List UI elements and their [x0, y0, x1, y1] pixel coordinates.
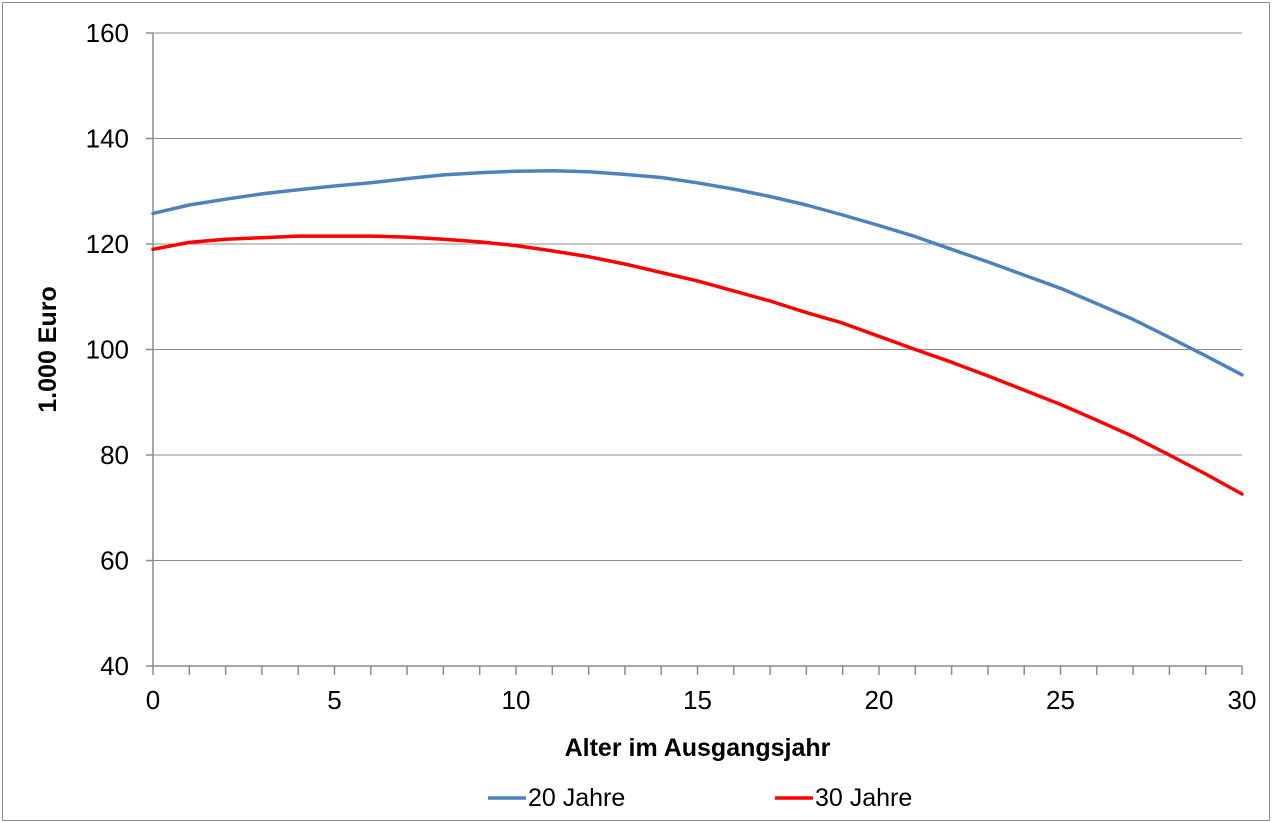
x-tick-label: 20 — [865, 685, 894, 715]
x-axis-title: Alter im Ausgangsjahr — [565, 734, 831, 762]
x-tick-label: 25 — [1046, 685, 1075, 715]
y-tick-label: 60 — [100, 546, 129, 576]
legend: 20 Jahre 30 Jahre — [488, 784, 912, 812]
series-line-1 — [151, 168, 1244, 377]
y-tick-label: 100 — [86, 335, 129, 365]
y-axis-title: 1.000 Euro — [34, 286, 62, 412]
y-tick-label: 80 — [100, 440, 129, 470]
legend-label-2: 30 Jahre — [815, 784, 912, 812]
legend-label-1: 20 Jahre — [528, 784, 625, 812]
x-tick-label: 10 — [502, 685, 531, 715]
x-tick-label: 0 — [146, 685, 160, 715]
series-lines — [151, 168, 1244, 496]
x-tick-label: 5 — [327, 685, 341, 715]
y-tick-label: 140 — [86, 124, 129, 154]
x-tick-label: 15 — [683, 685, 712, 715]
y-tick-label: 120 — [86, 229, 129, 259]
y-tick-label: 160 — [86, 18, 129, 48]
series-line-2 — [151, 234, 1244, 496]
x-tick-label: 30 — [1228, 685, 1257, 715]
tick-labels: 40 60 80 100 120 140 160 0 5 10 15 20 25 30 — [86, 18, 1257, 715]
axes — [146, 32, 1243, 675]
gridlines — [153, 32, 1242, 561]
y-tick-label: 40 — [100, 651, 129, 681]
